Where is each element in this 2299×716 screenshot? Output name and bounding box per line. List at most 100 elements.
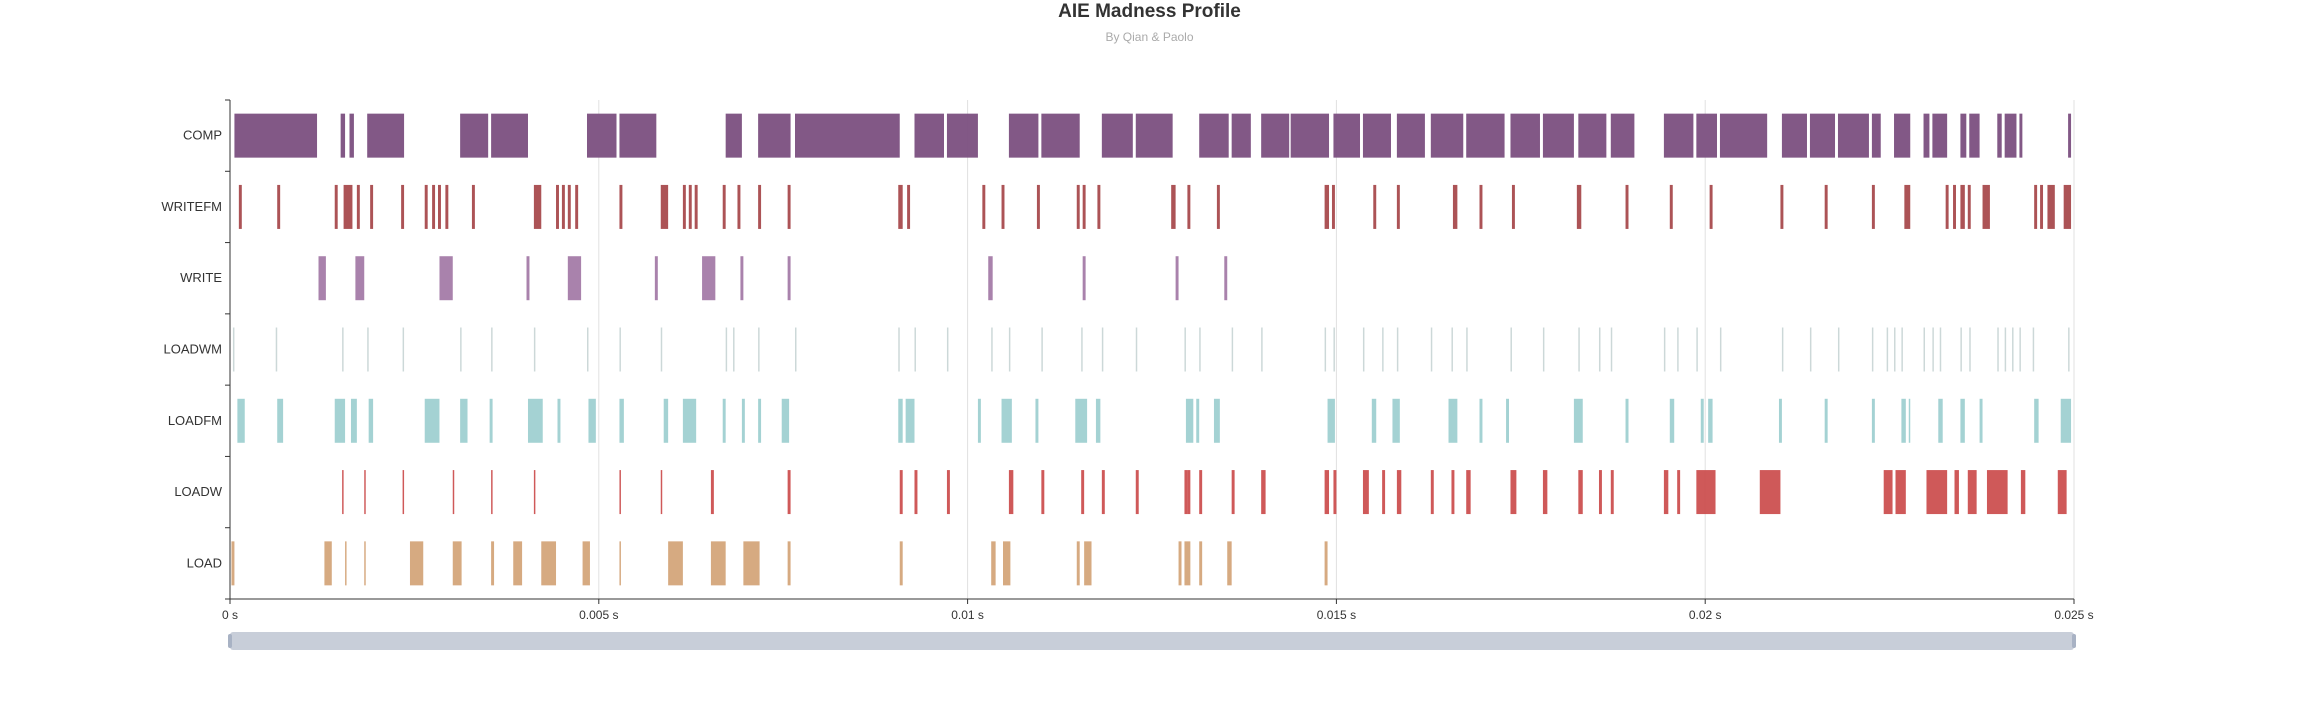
bar-loadw: [1430, 470, 1434, 515]
bar-loadwm: [725, 327, 728, 372]
bar-writefm: [561, 184, 565, 229]
bar-writefm: [787, 184, 791, 229]
bar-comp: [2019, 113, 2023, 158]
bar-writefm: [1452, 184, 1458, 229]
bar-comp: [1932, 113, 1948, 158]
bar-load: [619, 541, 621, 586]
bar-loadwm: [1510, 327, 1512, 372]
bar-loadw: [1199, 470, 1203, 515]
bar-loadw: [1261, 470, 1266, 515]
bar-loadwm: [1871, 327, 1874, 372]
bar-loadfm: [1392, 398, 1400, 443]
bar-loadwm: [1894, 327, 1896, 372]
bar-comp: [946, 113, 978, 158]
bar-loadfm: [898, 398, 903, 443]
bar-loadwm: [232, 327, 235, 372]
bar-loadfm: [663, 398, 669, 443]
zoom-slider-right-handle[interactable]: [2072, 634, 2076, 648]
bar-writefm: [424, 184, 428, 229]
bar-comp: [1997, 113, 2002, 158]
zoom-slider-left-handle[interactable]: [228, 634, 232, 648]
bar-comp: [491, 113, 528, 158]
bar-loadw: [1362, 470, 1369, 515]
bar-writefm: [1904, 184, 1911, 229]
bar-loadfm: [1700, 398, 1704, 443]
bar-loadwm: [1663, 327, 1666, 372]
bar-loadw: [1187, 470, 1191, 515]
bar-loadw: [342, 470, 344, 515]
bar-write: [439, 256, 453, 301]
bar-loadwm: [1041, 327, 1043, 372]
bar-comp: [1510, 113, 1540, 158]
bar-writefm: [1171, 184, 1176, 229]
bar-loadwm: [1199, 327, 1201, 372]
bar-comp: [1430, 113, 1464, 158]
bar-loadwm: [2068, 327, 2070, 372]
bar-writefm: [1187, 184, 1191, 229]
bar-loadfm: [1035, 398, 1039, 443]
bar-writefm: [356, 184, 360, 229]
bar-loadwm: [2012, 327, 2014, 372]
bar-write: [526, 256, 530, 301]
bar-loadfm: [1075, 398, 1088, 443]
bar-comp: [1135, 113, 1173, 158]
bar-load: [710, 541, 726, 586]
bar-load: [668, 541, 683, 586]
category-label: LOADWM: [164, 342, 223, 357]
bar-writefm: [1576, 184, 1582, 229]
bar-writefm: [334, 184, 338, 229]
bar-loadw: [1578, 470, 1583, 515]
bar-writefm: [575, 184, 579, 229]
bar-comp: [1610, 113, 1635, 158]
bar-loadwm: [733, 327, 735, 372]
bar-loadwm: [946, 327, 949, 372]
bar-loadwm: [491, 327, 493, 372]
bar-loadfm: [424, 398, 440, 443]
bars-layer: [231, 113, 2072, 586]
bar-writefm: [1001, 184, 1005, 229]
bar-loadw: [1677, 470, 1681, 515]
bar-writefm: [1780, 184, 1784, 229]
zoom-slider-track[interactable]: [230, 632, 2074, 650]
bar-comp: [1781, 113, 1807, 158]
bar-comp: [1696, 113, 1718, 158]
chart-title: AIE Madness Profile: [1058, 1, 1241, 22]
zoom-slider[interactable]: [228, 632, 2076, 650]
bar-loadfm: [489, 398, 493, 443]
bar-loadw: [1542, 470, 1548, 515]
bar-loadwm: [1781, 327, 1784, 372]
bar-writefm: [1324, 184, 1330, 229]
bar-loadw: [402, 470, 405, 515]
bar-loadwm: [1184, 327, 1186, 372]
bar-loadw: [660, 470, 663, 515]
bar-load: [1227, 541, 1232, 586]
bar-comp: [1837, 113, 1869, 158]
bar-loadfm: [334, 398, 346, 443]
bar-loadw: [1610, 470, 1614, 515]
bar-loadw: [946, 470, 950, 515]
bar-loadw: [2020, 470, 2026, 515]
bar-write: [318, 256, 326, 301]
bar-loadfm: [977, 398, 981, 443]
bar-comp: [1396, 113, 1425, 158]
bar-load: [513, 541, 523, 586]
bar-write: [787, 256, 791, 301]
bar-load: [1084, 541, 1092, 586]
bar-loadw: [1510, 470, 1517, 515]
bar-load: [409, 541, 424, 586]
bar-loadw: [533, 470, 536, 515]
bar-comp: [725, 113, 742, 158]
bar-loadw: [1333, 470, 1337, 515]
bar-load: [899, 541, 903, 586]
bar-load: [787, 541, 791, 586]
bar-load: [1184, 541, 1191, 586]
x-tick-label: 0 s: [222, 608, 238, 622]
bar-loadfm: [682, 398, 697, 443]
bar-loadfm: [368, 398, 374, 443]
bar-writefm: [1953, 184, 1956, 229]
bar-loadfm: [1573, 398, 1583, 443]
bar-loadwm: [1696, 327, 1698, 372]
bar-writefm: [1396, 184, 1400, 229]
bar-loadw: [619, 470, 621, 515]
